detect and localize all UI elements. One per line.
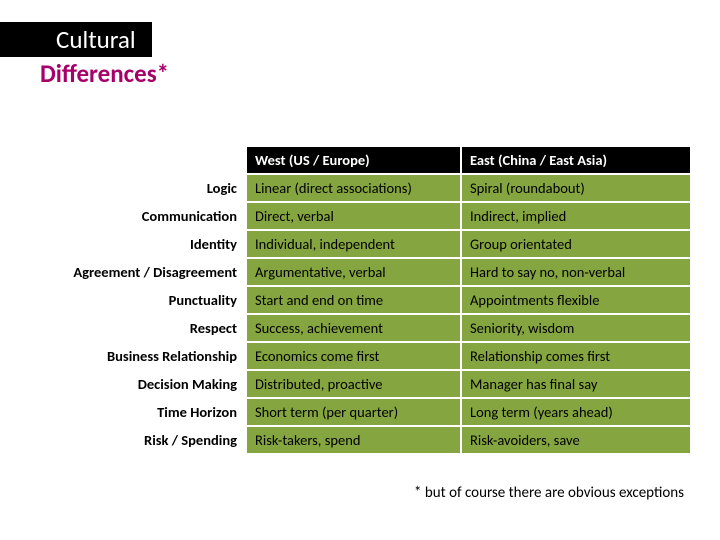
cell-east: Spiral (roundabout) (461, 174, 691, 202)
cell-east: Indirect, implied (461, 202, 691, 230)
cell-east: Group orientated (461, 230, 691, 258)
row-label: Time Horizon (51, 398, 246, 426)
row-label: Risk / Spending (51, 426, 246, 454)
row-label: Identity (51, 230, 246, 258)
title-line1: Cultural (0, 22, 152, 57)
cell-west: Individual, independent (246, 230, 461, 258)
cell-east: Long term (years ahead) (461, 398, 691, 426)
cell-west: Start and end on time (246, 286, 461, 314)
row-label: Logic (51, 174, 246, 202)
col-header-east: East (China / East Asia) (461, 146, 691, 174)
cell-east: Seniority, wisdom (461, 314, 691, 342)
table-row: LogicLinear (direct associations)Spiral … (51, 174, 691, 202)
cell-west: Linear (direct associations) (246, 174, 461, 202)
title-line2: Differences* (0, 58, 169, 89)
row-label: Agreement / Disagreement (51, 258, 246, 286)
row-label: Respect (51, 314, 246, 342)
table-row: Risk / SpendingRisk-takers, spendRisk-av… (51, 426, 691, 454)
row-label: Communication (51, 202, 246, 230)
cell-east: Risk-avoiders, save (461, 426, 691, 454)
cell-west: Risk-takers, spend (246, 426, 461, 454)
row-label: Decision Making (51, 370, 246, 398)
table-row: Decision MakingDistributed, proactiveMan… (51, 370, 691, 398)
row-label: Punctuality (51, 286, 246, 314)
table-row: Agreement / DisagreementArgumentative, v… (51, 258, 691, 286)
cell-west: Economics come first (246, 342, 461, 370)
table-row: Time HorizonShort term (per quarter)Long… (51, 398, 691, 426)
row-label: Business Relationship (51, 342, 246, 370)
table-row: Business RelationshipEconomics come firs… (51, 342, 691, 370)
table-header-row: West (US / Europe) East (China / East As… (51, 146, 691, 174)
table-row: RespectSuccess, achievementSeniority, wi… (51, 314, 691, 342)
cell-east: Hard to say no, non-verbal (461, 258, 691, 286)
table-row: CommunicationDirect, verbalIndirect, imp… (51, 202, 691, 230)
table: West (US / Europe) East (China / East As… (50, 145, 692, 455)
cell-east: Relationship comes first (461, 342, 691, 370)
table-row: PunctualityStart and end on timeAppointm… (51, 286, 691, 314)
cell-west: Distributed, proactive (246, 370, 461, 398)
cell-east: Manager has final say (461, 370, 691, 398)
col-header-west: West (US / Europe) (246, 146, 461, 174)
slide-title: Cultural Differences* (0, 22, 169, 89)
cell-west: Argumentative, verbal (246, 258, 461, 286)
table-row: IdentityIndividual, independentGroup ori… (51, 230, 691, 258)
cell-west: Success, achievement (246, 314, 461, 342)
footnote: * but of course there are obvious except… (414, 484, 684, 502)
cell-west: Direct, verbal (246, 202, 461, 230)
cell-east: Appointments flexible (461, 286, 691, 314)
comparison-table: West (US / Europe) East (China / East As… (50, 145, 690, 455)
table-corner (51, 146, 246, 174)
cell-west: Short term (per quarter) (246, 398, 461, 426)
